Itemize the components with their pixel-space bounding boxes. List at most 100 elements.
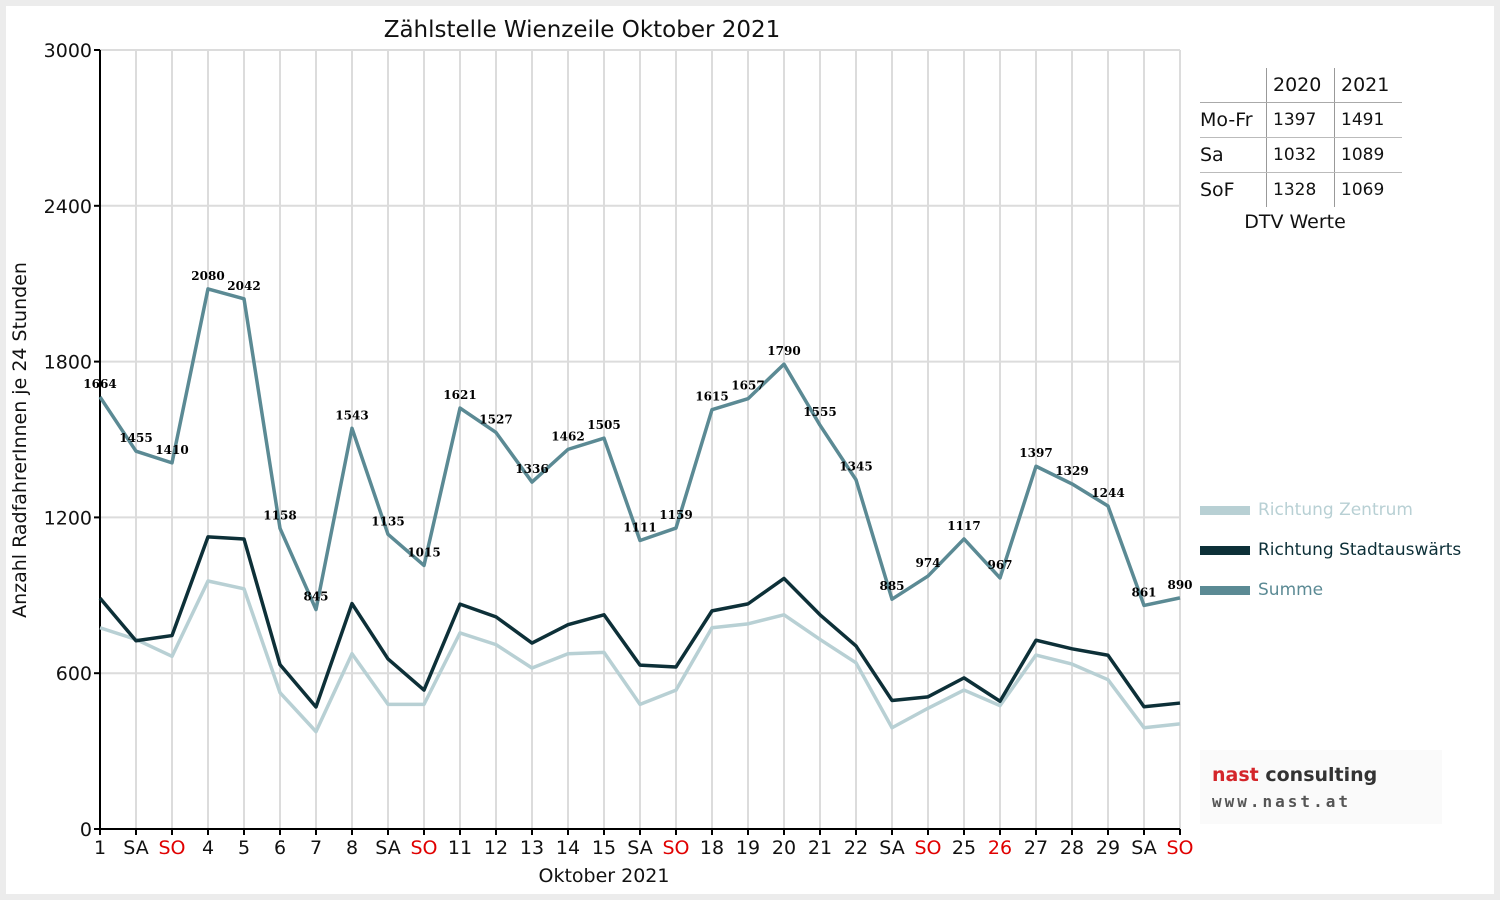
data-label: 1244 bbox=[1091, 486, 1124, 500]
series-line-1 bbox=[99, 579, 1181, 734]
data-label: 861 bbox=[1131, 585, 1156, 599]
y-tick-label: 0 bbox=[80, 819, 92, 841]
data-label: 1621 bbox=[443, 388, 476, 402]
x-tick-label: SO bbox=[1166, 837, 1193, 859]
dtv-row-label: Mo-Fr bbox=[1200, 102, 1267, 138]
data-label: 845 bbox=[303, 590, 328, 604]
x-tick-label: 18 bbox=[700, 837, 724, 859]
data-label: 1135 bbox=[371, 514, 404, 528]
dtv-row-label: Sa bbox=[1200, 137, 1267, 173]
legend-swatch-stadtauswaerts bbox=[1200, 545, 1250, 555]
x-tick-label: 25 bbox=[952, 837, 976, 859]
series-line-2 bbox=[98, 535, 1181, 709]
y-axis-title: Anzahl RadfahrerInnen je 24 Stunden bbox=[9, 262, 31, 618]
x-tick-label: 7 bbox=[310, 837, 322, 859]
x-tick-label: 1 bbox=[94, 837, 106, 859]
legend: Richtung Zentrum Richtung Stadtauswärts … bbox=[1200, 490, 1461, 610]
legend-item: Richtung Stadtauswärts bbox=[1200, 530, 1461, 570]
dtv-cell: 1328 bbox=[1266, 172, 1335, 207]
data-label: 1336 bbox=[515, 462, 548, 476]
x-tick-label: SO bbox=[158, 837, 185, 859]
dtv-caption: DTV Werte bbox=[1244, 211, 1346, 233]
x-tick-label: 11 bbox=[448, 837, 472, 859]
data-label: 1615 bbox=[695, 390, 728, 404]
data-label: 1462 bbox=[551, 429, 584, 443]
dtv-header-2021: 2021 bbox=[1334, 68, 1402, 103]
line-chart: 0 600 1200 1800 2400 3000 1 SA SO 4 5 6 7 8 SA SO 11 12 13… bbox=[9, 17, 1194, 887]
data-label: 890 bbox=[1167, 578, 1192, 592]
dtv-cell: 1397 bbox=[1266, 102, 1335, 138]
legend-label: Richtung Stadtauswärts bbox=[1258, 540, 1462, 560]
dtv-header-2020: 2020 bbox=[1266, 68, 1335, 103]
dtv-cell: 1491 bbox=[1334, 102, 1402, 138]
y-tick-label: 600 bbox=[56, 663, 92, 685]
chart-title: Zählstelle Wienzeile Oktober 2021 bbox=[384, 17, 781, 43]
data-label: 1345 bbox=[839, 460, 872, 474]
x-tick-label: SA bbox=[1131, 837, 1156, 859]
data-label: 1505 bbox=[587, 418, 620, 432]
x-tick-label: 8 bbox=[346, 837, 358, 859]
legend-swatch-summe bbox=[1200, 585, 1250, 595]
data-label: 967 bbox=[987, 558, 1012, 572]
logo-brand: nast consulting bbox=[1212, 764, 1378, 786]
y-tick-label: 1200 bbox=[44, 507, 92, 529]
x-tick-label: 29 bbox=[1096, 837, 1120, 859]
x-tick-label: 13 bbox=[520, 837, 544, 859]
data-label: 1015 bbox=[407, 545, 440, 559]
data-label: 1664 bbox=[83, 377, 116, 391]
x-tick-label: SO bbox=[914, 837, 941, 859]
x-tick-label: 22 bbox=[844, 837, 868, 859]
data-label: 2080 bbox=[191, 269, 224, 283]
data-label: 1111 bbox=[623, 521, 656, 535]
x-tick-label: 20 bbox=[772, 837, 796, 859]
x-tick-label: 15 bbox=[592, 837, 616, 859]
y-tick-label: 2400 bbox=[44, 196, 92, 218]
x-tick-label: SA bbox=[123, 837, 148, 859]
data-label: 974 bbox=[915, 556, 940, 570]
legend-item: Summe bbox=[1200, 570, 1461, 610]
x-tick-label: SO bbox=[410, 837, 437, 859]
x-tick-label: SA bbox=[627, 837, 652, 859]
y-tick-label: 3000 bbox=[44, 40, 92, 62]
legend-swatch-zentrum bbox=[1200, 505, 1250, 515]
dtv-cell: 1069 bbox=[1341, 180, 1385, 200]
x-tick-label: 6 bbox=[274, 837, 286, 859]
data-label: 1790 bbox=[767, 344, 800, 358]
data-label: 1555 bbox=[803, 405, 836, 419]
x-tick-label: 12 bbox=[484, 837, 508, 859]
x-tick-label: 26 bbox=[988, 837, 1012, 859]
x-tick-label: 27 bbox=[1024, 837, 1048, 859]
dtv-table: 2020 2021 Mo-Fr 1397 1491 Sa 1032 1089 S… bbox=[1200, 68, 1420, 233]
x-tick-label: 14 bbox=[556, 837, 580, 859]
legend-label: Richtung Zentrum bbox=[1258, 500, 1413, 520]
data-label: 2042 bbox=[227, 279, 260, 293]
x-tick-label: 19 bbox=[736, 837, 760, 859]
dtv-cell: 1089 bbox=[1334, 137, 1402, 173]
data-label: 1158 bbox=[263, 508, 296, 522]
y-tick-label: 1800 bbox=[44, 352, 92, 374]
x-axis-title: Oktober 2021 bbox=[539, 865, 670, 887]
x-tick-label: SO bbox=[662, 837, 689, 859]
data-label: 1117 bbox=[947, 519, 980, 533]
data-label: 1397 bbox=[1019, 446, 1052, 460]
series-line-3 bbox=[98, 287, 1181, 612]
data-label: 1410 bbox=[155, 443, 188, 457]
data-label: 1455 bbox=[119, 431, 152, 445]
legend-label: Summe bbox=[1258, 580, 1324, 600]
data-label: 1159 bbox=[659, 508, 692, 522]
data-label: 1657 bbox=[731, 379, 764, 393]
legend-item: Richtung Zentrum bbox=[1200, 490, 1461, 530]
x-tick-label: 28 bbox=[1060, 837, 1084, 859]
x-tick-label: SA bbox=[375, 837, 400, 859]
data-label: 1543 bbox=[335, 408, 368, 422]
logo-url: www.nast.at bbox=[1212, 792, 1351, 811]
x-tick-label: SA bbox=[879, 837, 904, 859]
data-label: 1329 bbox=[1055, 464, 1088, 478]
data-label: 885 bbox=[879, 579, 904, 593]
x-tick-label: 5 bbox=[238, 837, 250, 859]
company-logo: nast consulting www.nast.at bbox=[1200, 750, 1442, 824]
data-label: 1527 bbox=[479, 412, 512, 426]
x-tick-label: 4 bbox=[202, 837, 214, 859]
dtv-cell: 1032 bbox=[1266, 137, 1335, 173]
chart-frame: 0 600 1200 1800 2400 3000 1 SA SO 4 5 6 7 8 SA SO 11 12 13… bbox=[6, 6, 1494, 894]
